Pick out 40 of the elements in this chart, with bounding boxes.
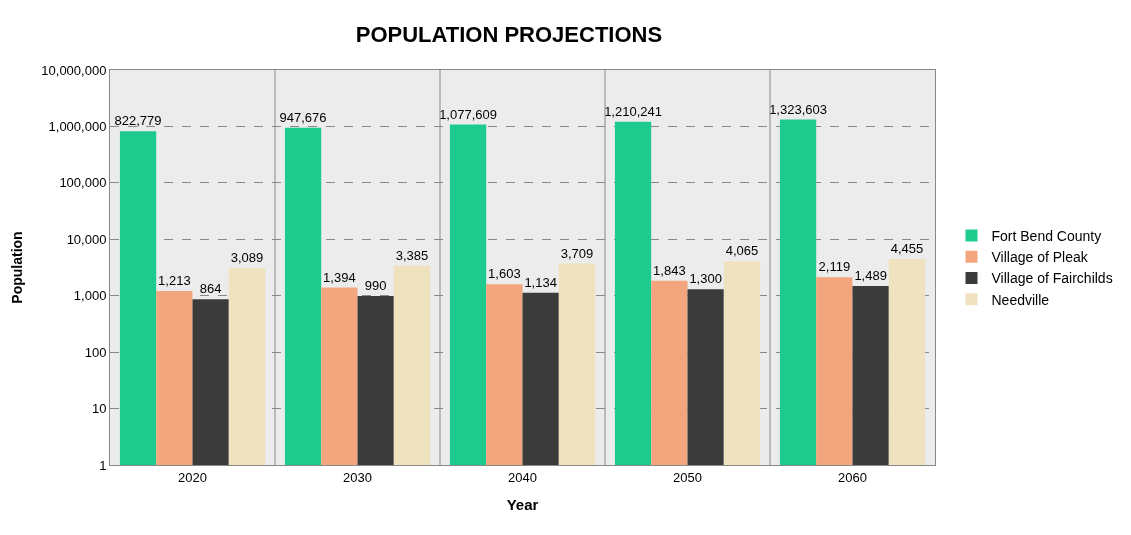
data-label: 4,455 [890,241,924,257]
data-label: 864 [199,281,222,297]
data-label: 947,676 [279,109,327,125]
y-tick-label: 10 [91,401,107,417]
data-label: 3,709 [560,245,594,261]
data-label: 822,779 [114,113,162,129]
y-tick-label: 100 [84,344,107,360]
legend-label: Needville [991,291,1050,308]
y-tick-label: 10,000 [66,231,107,247]
data-label: 1,323,603 [769,101,827,117]
data-label: 4,065 [725,243,759,259]
legend-label: Fort Bend County [991,228,1102,245]
data-label: 3,385 [395,247,429,263]
data-label: 990 [364,277,387,293]
data-label: 1,134 [524,274,557,290]
y-tick-label: 1,000 [73,288,107,304]
data-label: 1,603 [488,266,521,282]
chart-title: POPULATION PROJECTIONS [355,22,663,48]
x-tick-label: 2020 [178,469,207,485]
data-label: 1,489 [854,267,887,283]
data-label: 1,213 [158,272,191,288]
y-tick-label: 1,000,000 [48,118,107,134]
x-tick-label: 2030 [343,469,372,485]
y-tick-label: 1 [99,457,107,473]
y-tick-label: 100,000 [59,175,107,191]
data-label: 1,210,241 [604,103,662,119]
data-label: 1,300 [689,271,722,287]
data-label: 3,089 [230,250,264,266]
data-label: 1,843 [653,262,686,278]
legend-label: Village of Pleak [991,249,1089,266]
data-label: 1,394 [323,269,356,285]
x-axis-title: Year [506,495,539,513]
data-label: 1,077,609 [439,106,497,122]
x-tick-label: 2060 [838,469,867,485]
data-label: 2,119 [818,259,851,275]
legend-label: Village of Fairchilds [991,270,1113,287]
y-tick-label: 10,000,000 [41,62,107,78]
x-tick-label: 2040 [508,469,537,485]
x-tick-label: 2050 [673,469,702,485]
y-axis-title: Population [8,231,25,304]
